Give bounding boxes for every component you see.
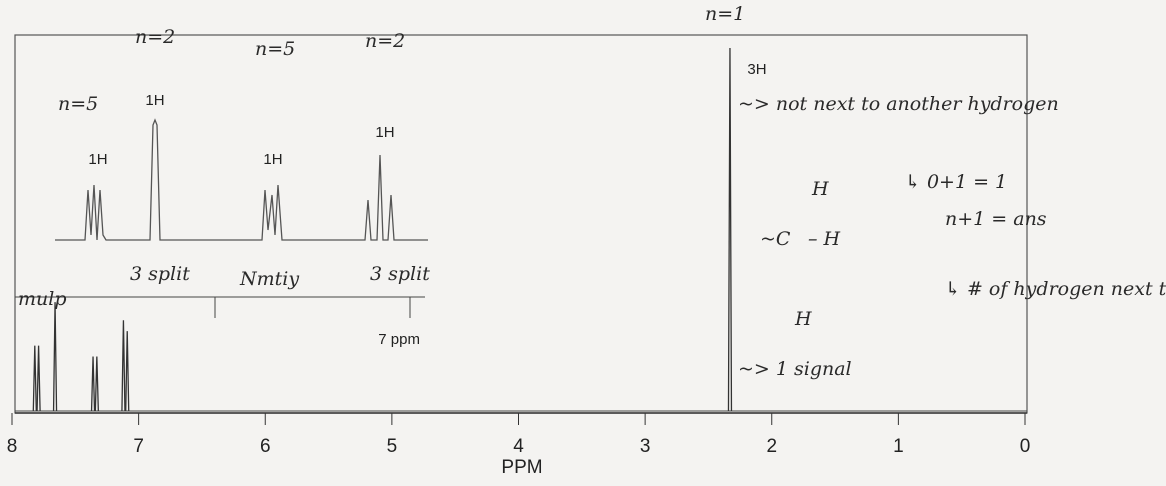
handwritten-note: ↳ # of hydrogen next too bbox=[945, 278, 1166, 300]
handwritten-note: n=5 bbox=[255, 38, 295, 60]
inset-peak-label: 1H bbox=[88, 151, 107, 168]
x-tick-label: 4 bbox=[513, 436, 524, 457]
peak bbox=[32, 345, 37, 412]
peak bbox=[125, 331, 130, 412]
handwritten-note: mulp bbox=[18, 288, 67, 310]
inset-peak-label: 1H bbox=[145, 92, 164, 109]
handwritten-note: n=1 bbox=[705, 3, 745, 25]
handwritten-note: n+1 = ans bbox=[945, 208, 1047, 230]
x-tick-label: 8 bbox=[7, 436, 18, 457]
handwritten-note: ~> not next to another hydrogen bbox=[738, 93, 1059, 115]
handwritten-note: 3 split bbox=[130, 263, 190, 285]
handwritten-note: n=2 bbox=[365, 30, 405, 52]
x-tick-label: 6 bbox=[260, 436, 271, 457]
handwritten-note: n=2 bbox=[135, 26, 175, 48]
handwritten-note: ↳ 0+1 = 1 bbox=[905, 171, 1007, 193]
handwritten-note: 3 split bbox=[370, 263, 430, 285]
peak bbox=[121, 320, 126, 412]
handwritten-note: Nmtiy bbox=[239, 268, 299, 290]
x-tick-label: 0 bbox=[1020, 436, 1031, 457]
inset-spectrum bbox=[55, 118, 428, 241]
peak bbox=[90, 356, 96, 412]
structure-atom: – H bbox=[808, 228, 841, 250]
handwritten-note: n=5 bbox=[58, 93, 98, 115]
inset-peak-label: 1H bbox=[375, 124, 394, 141]
structure-atom: ~C bbox=[760, 228, 791, 250]
structure-atom: H bbox=[794, 308, 812, 330]
structure-atom: H bbox=[811, 178, 829, 200]
x-axis-label: PPM bbox=[501, 457, 542, 478]
handwritten-note: ~> 1 signal bbox=[738, 358, 852, 380]
x-tick-label: 7 bbox=[133, 436, 144, 457]
peak-label: 3H bbox=[747, 61, 766, 78]
peak bbox=[727, 47, 733, 412]
inset-scale-label: 7 ppm bbox=[378, 331, 420, 348]
plot-frame bbox=[14, 34, 1028, 414]
x-tick-label: 5 bbox=[387, 436, 398, 457]
x-tick-label: 3 bbox=[640, 436, 651, 457]
x-tick-label: 1 bbox=[893, 436, 904, 457]
peak bbox=[94, 356, 99, 412]
peak bbox=[52, 302, 58, 412]
x-tick-label: 2 bbox=[766, 436, 777, 457]
inset-peak-label: 1H bbox=[263, 151, 282, 168]
peak bbox=[36, 345, 41, 412]
